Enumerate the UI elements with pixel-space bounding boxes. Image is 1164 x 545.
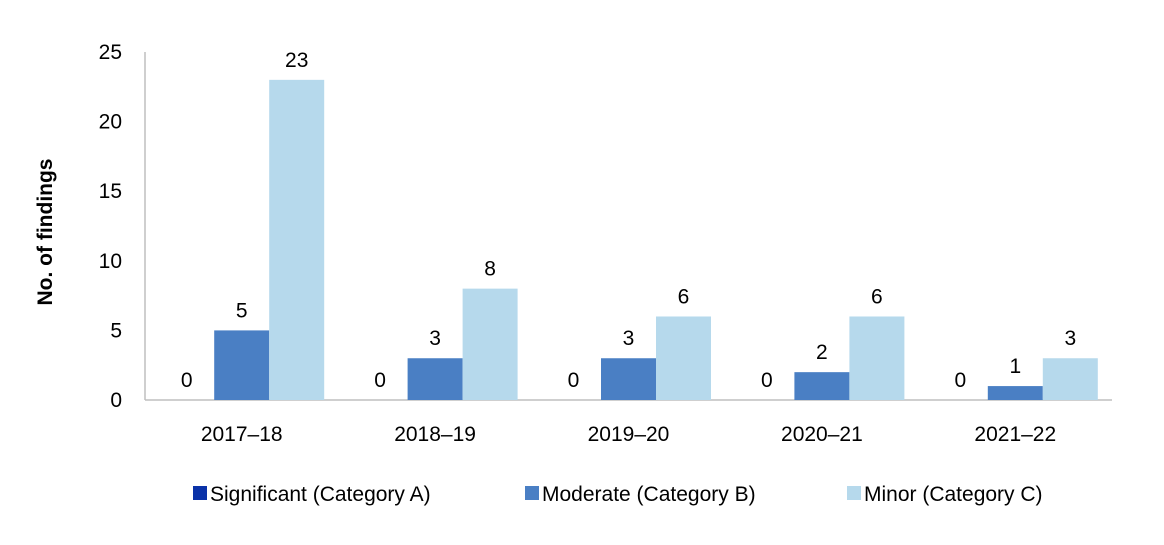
legend-label: Significant (Category A) <box>210 483 431 506</box>
y-tick-label: 20 <box>99 111 122 134</box>
data-labels: 0 5 23 0 3 8 0 3 6 0 2 6 0 1 3 <box>181 49 1076 392</box>
y-axis: 0 5 10 15 20 25 <box>99 41 146 412</box>
bar <box>462 288 518 400</box>
x-axis: 2017–18 2018–19 2019–20 2020–21 2021–22 <box>145 399 1112 446</box>
data-label: 6 <box>871 285 883 308</box>
bar <box>601 358 656 400</box>
y-tick-label: 0 <box>110 389 122 412</box>
bar <box>214 330 270 400</box>
data-label: 5 <box>236 299 248 322</box>
bar <box>656 316 711 400</box>
data-label: 3 <box>1064 327 1076 350</box>
data-label: 2 <box>816 341 828 364</box>
bar <box>987 386 1043 400</box>
data-label: 0 <box>954 369 966 392</box>
legend-label: Moderate (Category B) <box>542 483 756 506</box>
data-label: 0 <box>568 369 580 392</box>
y-tick-label: 5 <box>110 319 122 342</box>
y-tick-label: 10 <box>99 250 122 273</box>
bar <box>269 79 325 400</box>
data-label: 1 <box>1009 355 1021 378</box>
x-tick-label: 2018–19 <box>394 423 476 446</box>
data-label: 8 <box>484 258 496 281</box>
bar <box>794 372 850 400</box>
bar <box>407 358 463 400</box>
bars <box>214 79 1098 400</box>
x-tick-label: 2020–21 <box>781 423 863 446</box>
legend-swatch <box>525 486 539 500</box>
legend-swatch <box>193 486 207 500</box>
x-tick-label: 2017–18 <box>201 423 283 446</box>
data-label: 3 <box>429 327 441 350</box>
data-label: 0 <box>761 369 773 392</box>
data-label: 6 <box>678 285 690 308</box>
legend: Significant (Category A) Moderate (Catego… <box>193 483 1043 506</box>
y-tick-label: 15 <box>99 180 122 203</box>
data-label: 0 <box>181 369 193 392</box>
bar <box>1042 358 1098 400</box>
bar <box>849 316 905 400</box>
data-label: 23 <box>285 49 308 72</box>
legend-swatch <box>847 486 861 500</box>
y-axis-title: No. of findings <box>34 159 57 306</box>
data-label: 3 <box>623 327 635 350</box>
x-tick-label: 2019–20 <box>588 423 670 446</box>
data-label: 0 <box>374 369 386 392</box>
y-tick-label: 25 <box>99 41 122 64</box>
legend-label: Minor (Category C) <box>864 483 1043 506</box>
x-tick-label: 2021–22 <box>974 423 1056 446</box>
